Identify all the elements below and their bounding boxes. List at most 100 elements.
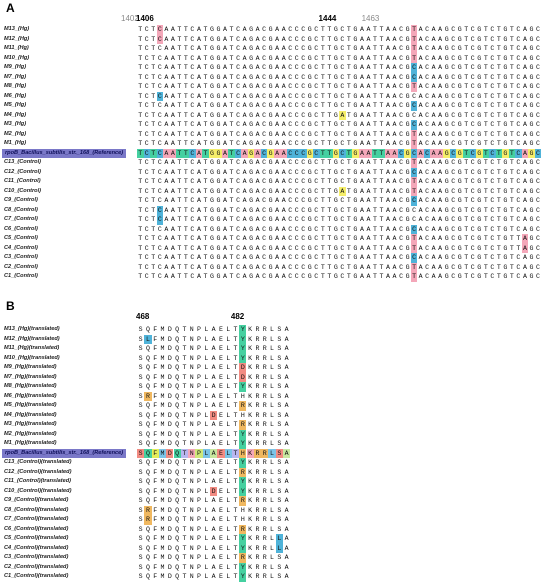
residue: R	[255, 506, 260, 514]
residue: C	[449, 148, 457, 158]
residue: C	[288, 73, 293, 81]
residue: T	[464, 225, 469, 233]
residue: A	[255, 206, 260, 214]
residue: F	[153, 478, 158, 485]
residue: G	[209, 254, 214, 261]
residue: C	[412, 216, 417, 223]
residue: T	[183, 102, 188, 109]
residue: T	[327, 187, 332, 195]
residue: L	[226, 326, 231, 333]
residue: G	[268, 64, 273, 71]
residue: G	[307, 130, 312, 138]
residue: C	[399, 92, 404, 100]
residue: C	[399, 73, 404, 81]
residue: T	[320, 102, 325, 109]
residue: R	[262, 392, 267, 400]
residue: C	[490, 178, 495, 185]
residue: C	[294, 35, 299, 43]
residue: T	[320, 244, 325, 252]
residue: T	[509, 26, 514, 33]
residue: T	[346, 130, 351, 138]
residue: T	[177, 130, 182, 138]
residue: G	[307, 187, 312, 195]
residue: C	[262, 121, 267, 128]
residue: C	[294, 254, 299, 261]
residue: T	[482, 148, 490, 158]
residue: A	[196, 45, 201, 52]
residue: R	[255, 373, 260, 381]
residue: G	[443, 148, 450, 158]
residue: C	[490, 121, 495, 128]
residue: D	[167, 573, 172, 580]
residue: Q	[175, 497, 180, 504]
sequence-label: M6_(Hg)(translated)	[4, 392, 57, 399]
residue: T	[138, 26, 143, 33]
residue: S	[277, 373, 282, 381]
residue: L	[204, 345, 209, 352]
residue: A	[196, 35, 201, 43]
residue: A	[392, 130, 397, 138]
residue: R	[255, 392, 260, 400]
residue: A	[392, 64, 397, 71]
residue: M	[160, 459, 165, 466]
residue: T	[138, 121, 143, 128]
residue: T	[509, 159, 514, 166]
residue: G	[457, 159, 462, 166]
residue: A	[275, 140, 280, 147]
residue: R	[239, 401, 247, 411]
residue: A	[223, 140, 227, 147]
residue: T	[496, 73, 501, 81]
residue: T	[203, 73, 208, 81]
residue: G	[444, 102, 449, 109]
residue: A	[255, 244, 260, 252]
residue: L	[226, 411, 231, 419]
residue: T	[203, 225, 208, 233]
residue: C	[288, 92, 293, 100]
residue: T	[233, 326, 238, 333]
residue: A	[211, 525, 216, 533]
residue: C	[144, 168, 149, 176]
residue: T	[229, 168, 234, 176]
residue: C	[399, 26, 404, 33]
residue: R	[262, 430, 267, 438]
residue: A	[522, 159, 527, 166]
residue: T	[203, 263, 208, 271]
residue: G	[503, 35, 508, 43]
residue: K	[248, 506, 253, 514]
residue: C	[156, 34, 164, 44]
residue: T	[464, 216, 469, 223]
residue: S	[277, 430, 282, 438]
residue: C	[301, 54, 306, 62]
residue: T	[372, 206, 377, 214]
residue: A	[170, 187, 175, 195]
residue: C	[340, 140, 345, 147]
residue: G	[444, 263, 449, 271]
residue: T	[183, 263, 188, 271]
residue: A	[254, 148, 261, 158]
residue: E	[218, 326, 223, 333]
residue: F	[153, 506, 158, 514]
residue: G	[307, 121, 312, 128]
residue: T	[346, 244, 351, 252]
residue: A	[386, 216, 390, 223]
residue: R	[144, 505, 152, 515]
residue: A	[359, 159, 364, 166]
residue: A	[242, 273, 247, 280]
residue: C	[425, 206, 430, 214]
residue: C	[288, 111, 293, 119]
residue: P	[197, 411, 202, 419]
residue: A	[255, 159, 260, 166]
residue: C	[190, 45, 195, 52]
residue: C	[535, 244, 540, 252]
alignment-row: M7_(Hg)(translated) S Q F M D Q T N P L A E L T D K R R L S A	[0, 372, 550, 382]
residue: A	[242, 130, 247, 138]
residue: T	[327, 64, 332, 71]
residue: S	[277, 421, 282, 428]
residue: R	[239, 553, 247, 563]
residue: C	[425, 54, 430, 62]
residue: A	[392, 206, 397, 214]
residue: A	[359, 130, 364, 138]
residue: A	[211, 373, 216, 381]
residue: A	[392, 111, 397, 119]
residue: G	[477, 159, 482, 166]
